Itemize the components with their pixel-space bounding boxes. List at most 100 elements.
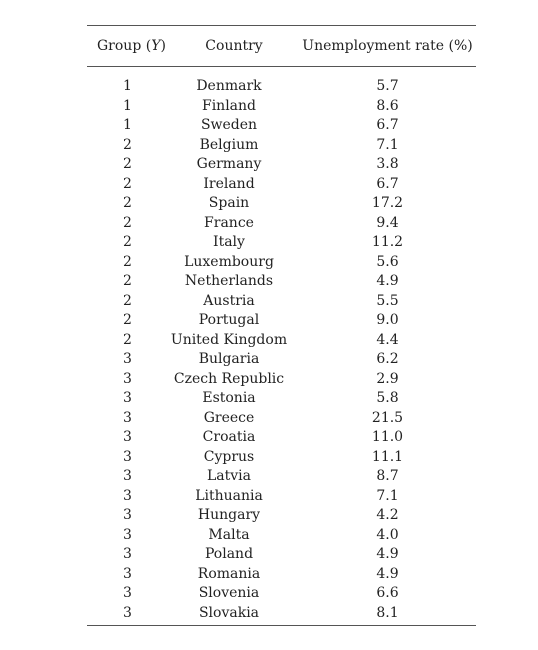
- rate-cell: 6.7: [376, 117, 399, 133]
- rate-cell: 11.1: [371, 448, 404, 465]
- group-cell: 2: [123, 253, 132, 270]
- table-row: 3 Malta 4.0: [87, 526, 476, 546]
- rate-cell: 5.8: [376, 390, 399, 406]
- rate-cell: 6.6: [376, 585, 399, 601]
- table-row: 1 Sweden 6.7: [87, 116, 476, 136]
- header-group-suffix: ): [160, 38, 166, 54]
- table-body: 1 Denmark 5.7 1 Finland 8.6 1 Sweden 6.7 2 Belgium…: [87, 66, 476, 624]
- group-cell: 3: [123, 448, 132, 465]
- country-cell: Poland: [204, 546, 254, 562]
- rate-cell: 5.6: [376, 253, 399, 270]
- country-cell: Greece: [203, 409, 255, 426]
- country-cell: Slovenia: [198, 585, 260, 601]
- rate-cell: 8.6: [376, 97, 399, 114]
- group-cell: 2: [123, 156, 132, 172]
- country-cell: Spain: [208, 195, 250, 211]
- table-row: 3 Slovenia 6.6: [87, 584, 476, 604]
- group-cell: 3: [123, 546, 132, 562]
- country-cell: Ireland: [203, 175, 255, 192]
- bottom-rule: [87, 625, 476, 626]
- country-cell: Croatia: [202, 429, 256, 445]
- table-row: 2 France 9.4: [87, 214, 476, 234]
- table-row: 2 Portugal 9.0: [87, 311, 476, 331]
- table-row: 2 Germany 3.8: [87, 155, 476, 175]
- rate-cell: 4.4: [376, 331, 399, 348]
- header-group: Group (Y): [87, 26, 169, 67]
- country-cell: Bulgaria: [198, 351, 260, 367]
- header-row: Group (Y) Country Unemployment rate (%): [87, 26, 476, 67]
- table-row: 3 Lithuania 7.1: [87, 487, 476, 507]
- country-cell: Portugal: [198, 312, 260, 328]
- rate-cell: 8.7: [376, 468, 399, 484]
- rate-cell: 3.8: [376, 156, 399, 172]
- group-cell: 2: [123, 273, 132, 289]
- header-separator: [87, 66, 476, 77]
- country-cell: Malta: [208, 526, 250, 543]
- group-cell: 3: [123, 507, 132, 523]
- country-cell: Cyprus: [203, 448, 255, 465]
- country-cell: Austria: [203, 292, 255, 309]
- group-cell: 2: [123, 292, 132, 309]
- group-cell: 2: [123, 234, 132, 250]
- table-row: 3 Latvia 8.7: [87, 467, 476, 487]
- table-row: 1 Denmark 5.7: [87, 77, 476, 97]
- header-group-prefix: Group (: [97, 38, 152, 54]
- table-row: 3 Poland 4.9: [87, 545, 476, 565]
- group-cell: 3: [123, 390, 132, 406]
- group-cell: 2: [123, 136, 132, 153]
- country-cell: Czech Republic: [173, 370, 285, 387]
- rate-cell: 9.4: [376, 214, 399, 231]
- country-cell: Finland: [201, 97, 256, 114]
- rate-cell: 4.0: [376, 526, 399, 543]
- header-group-var: Y: [151, 38, 161, 54]
- table-row: 3 Greece 21.5: [87, 409, 476, 429]
- group-cell: 2: [123, 175, 132, 192]
- rate-cell: 6.7: [376, 175, 399, 192]
- group-cell: 3: [123, 370, 132, 387]
- table-row: 2 Belgium 7.1: [87, 136, 476, 156]
- rate-cell: 11.0: [371, 429, 404, 445]
- table-row: 3 Hungary 4.2: [87, 506, 476, 526]
- table-row: 3 Croatia 11.0: [87, 428, 476, 448]
- country-cell: Lithuania: [195, 487, 263, 504]
- rate-cell: 5.5: [376, 292, 399, 309]
- group-cell: 3: [123, 409, 132, 426]
- country-cell: Hungary: [197, 507, 261, 523]
- rate-cell: 4.9: [376, 546, 399, 562]
- rate-cell: 5.7: [376, 78, 399, 94]
- data-table: Group (Y) Country Unemployment rate (%) …: [87, 26, 476, 623]
- table-row: 2 Ireland 6.7: [87, 175, 476, 195]
- group-cell: 3: [123, 351, 132, 367]
- country-cell: Italy: [213, 234, 245, 250]
- group-cell: 1: [123, 78, 132, 94]
- group-cell: 1: [123, 97, 132, 114]
- group-cell: 3: [123, 487, 132, 504]
- rate-cell: 11.2: [371, 234, 404, 250]
- header-country: Country: [205, 38, 263, 54]
- group-cell: 3: [123, 429, 132, 445]
- top-rule: [87, 25, 476, 26]
- header-rate: Unemployment rate (%): [302, 38, 473, 54]
- country-cell: Romania: [197, 565, 261, 582]
- group-cell: 1: [123, 117, 132, 133]
- rate-cell: 6.2: [376, 351, 399, 367]
- table-row: 2 Spain 17.2: [87, 194, 476, 214]
- group-cell: 2: [123, 312, 132, 328]
- table-row: 2 Austria 5.5: [87, 292, 476, 312]
- group-cell: 3: [123, 468, 132, 484]
- rate-cell: 7.1: [376, 136, 399, 153]
- table-row: 2 Italy 11.2: [87, 233, 476, 253]
- unemployment-table: Group (Y) Country Unemployment rate (%) …: [87, 25, 476, 626]
- table-row: 2 Netherlands 4.9: [87, 272, 476, 292]
- rate-cell: 2.9: [376, 370, 399, 387]
- table-row: 3 Cyprus 11.1: [87, 448, 476, 468]
- country-cell: Latvia: [206, 468, 251, 484]
- table-row: 3 Czech Republic 2.9: [87, 370, 476, 390]
- group-cell: 3: [123, 604, 132, 621]
- table-row: 3 Romania 4.9: [87, 565, 476, 585]
- rate-cell: 7.1: [376, 487, 399, 504]
- rate-cell: 4.9: [376, 273, 399, 289]
- rate-cell: 4.2: [376, 507, 399, 523]
- country-cell: Denmark: [196, 78, 262, 94]
- table-row: 1 Finland 8.6: [87, 97, 476, 117]
